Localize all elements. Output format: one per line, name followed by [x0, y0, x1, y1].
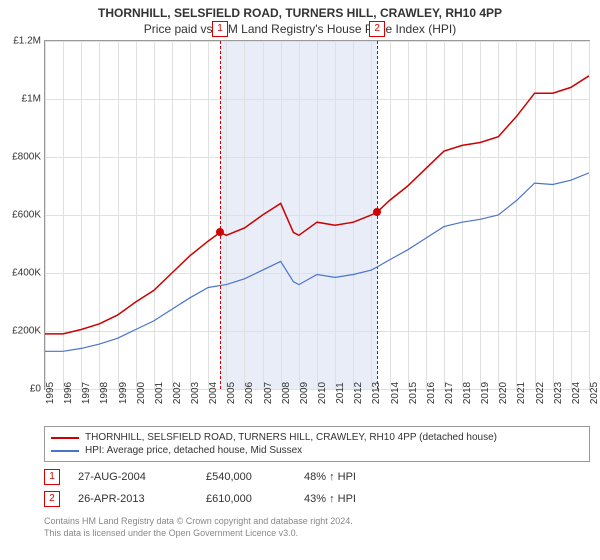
- footer: Contains HM Land Registry data © Crown c…: [44, 516, 590, 539]
- chart-title-line2: Price paid vs. HM Land Registry's House …: [0, 20, 600, 40]
- x-tick-label: 2025: [589, 382, 600, 404]
- sales-row: 1 27-AUG-2004 £540,000 48% ↑ HPI: [44, 466, 590, 488]
- y-tick-label: £200K: [12, 326, 41, 337]
- footer-line2: This data is licensed under the Open Gov…: [44, 528, 590, 540]
- footer-line1: Contains HM Land Registry data © Crown c…: [44, 516, 590, 528]
- sale-hpi: 48% ↑ HPI: [304, 471, 404, 483]
- y-tick-label: £400K: [12, 268, 41, 279]
- y-tick-label: £1M: [22, 94, 41, 105]
- sale-number: 1: [44, 469, 60, 485]
- y-tick-label: £0: [30, 384, 41, 395]
- legend-label-hpi: HPI: Average price, detached house, Mid …: [85, 445, 302, 456]
- sale-price: £610,000: [206, 493, 286, 505]
- legend-swatch-hpi: [51, 450, 79, 452]
- legend: THORNHILL, SELSFIELD ROAD, TURNERS HILL,…: [44, 426, 590, 462]
- legend-item-hpi: HPI: Average price, detached house, Mid …: [51, 444, 583, 457]
- sales-table: 1 27-AUG-2004 £540,000 48% ↑ HPI 2 26-APR-201…: [44, 466, 590, 510]
- sale-marker: 1: [212, 21, 228, 37]
- sale-number: 2: [44, 491, 60, 507]
- series-property: [45, 76, 589, 334]
- legend-swatch-property: [51, 437, 79, 439]
- y-tick-label: £600K: [12, 210, 41, 221]
- series-hpi: [45, 173, 589, 351]
- legend-item-property: THORNHILL, SELSFIELD ROAD, TURNERS HILL,…: [51, 431, 583, 444]
- sales-row: 2 26-APR-2013 £610,000 43% ↑ HPI: [44, 488, 590, 510]
- sale-marker: 2: [369, 21, 385, 37]
- sale-price: £540,000: [206, 471, 286, 483]
- chart-plot-area: £0£200K£400K£600K£800K£1M£1.2M1995199619…: [44, 40, 590, 390]
- chart-title-line1: THORNHILL, SELSFIELD ROAD, TURNERS HILL,…: [0, 0, 600, 20]
- legend-label-property: THORNHILL, SELSFIELD ROAD, TURNERS HILL,…: [85, 432, 497, 443]
- y-tick-label: £800K: [12, 152, 41, 163]
- sale-hpi: 43% ↑ HPI: [304, 493, 404, 505]
- y-tick-label: £1.2M: [13, 36, 41, 47]
- sale-date: 27-AUG-2004: [78, 471, 188, 483]
- sale-date: 26-APR-2013: [78, 493, 188, 505]
